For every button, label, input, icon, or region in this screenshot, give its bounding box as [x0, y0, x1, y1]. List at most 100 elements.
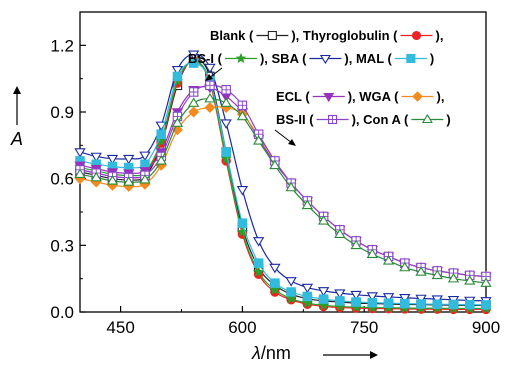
data-point: [155, 135, 167, 146]
x-tick-label: 600: [228, 318, 256, 337]
data-point: [220, 119, 232, 129]
data-point: [432, 299, 443, 309]
data-point: [171, 66, 184, 76]
data-point: [318, 294, 329, 304]
x-tick-label: 900: [472, 318, 500, 337]
data-point: [204, 63, 216, 74]
data-point: [335, 296, 345, 306]
legend-pointer: [274, 129, 293, 144]
data-point: [317, 215, 330, 225]
data-point: [188, 50, 200, 60]
data-point: [382, 255, 395, 265]
series-line: [79, 106, 487, 278]
data-point: [383, 298, 394, 308]
y-axis-arrowhead: [13, 86, 21, 94]
legend-text: ECL (: [276, 89, 310, 104]
data-point: [236, 110, 249, 121]
data-point: [366, 248, 378, 258]
data-point: [253, 266, 265, 277]
data-point: [447, 272, 460, 283]
legend-pointer: [208, 67, 223, 79]
data-point: [237, 218, 248, 228]
x-tick-label: 450: [106, 318, 134, 337]
data-point: [416, 299, 426, 309]
data-point: [269, 283, 281, 295]
y-tick-label: 0.9: [50, 103, 74, 122]
data-point: [465, 299, 475, 310]
legend: Blank (), Thyroglobulin (), BS-I (), SBA …: [188, 28, 451, 146]
data-point-cross: [238, 101, 247, 110]
legend-text: ): [446, 112, 450, 127]
data-point: [156, 129, 166, 139]
legend-text: ),: [437, 89, 445, 104]
data-point: [252, 135, 265, 145]
data-point: [412, 91, 423, 102]
data-point: [400, 298, 410, 309]
data-point: [302, 291, 313, 302]
legend-pointer-head: [205, 74, 213, 81]
data-point: [421, 113, 433, 124]
data-point: [480, 277, 492, 287]
data-point: [74, 168, 86, 178]
data-point: [235, 52, 247, 64]
legend-text: BS-I (: [188, 51, 223, 66]
data-point: [464, 275, 476, 285]
data-point-cross: [328, 115, 337, 124]
data-point: [317, 287, 330, 297]
data-point: [188, 58, 199, 68]
data-point: [106, 175, 119, 185]
x-axis-arrowhead: [370, 351, 378, 359]
data-point: [415, 294, 427, 305]
legend-text: ), MAL (: [344, 51, 392, 66]
data-point: [204, 102, 216, 114]
data-point: [90, 171, 102, 182]
data-point: [481, 300, 491, 310]
data-point: [252, 237, 265, 247]
series-sba: [74, 50, 492, 307]
data-point: [367, 297, 378, 308]
data-point: [319, 54, 331, 65]
legend-pointer-head: [288, 139, 296, 146]
legend-text: Blank (: [210, 28, 254, 43]
x-axis-label: λ/nm: [251, 343, 291, 363]
legend-text: ), Thyroglobulin (: [291, 28, 398, 43]
data-point: [139, 151, 151, 162]
data-point: [236, 226, 248, 237]
data-point: [351, 297, 361, 307]
data-point: [366, 292, 378, 302]
data-point: [431, 269, 443, 280]
data-point: [220, 97, 232, 107]
data-point: [188, 106, 200, 118]
data-point: [123, 154, 135, 165]
data-point: [334, 289, 346, 299]
data-point: [285, 181, 297, 192]
data-point: [406, 53, 416, 64]
data-point: [415, 266, 427, 276]
y-tick-label: 0.3: [50, 236, 74, 255]
data-point-cross: [189, 87, 198, 97]
data-point: [382, 293, 395, 303]
series-layer: [74, 50, 492, 315]
axes: 0.0 0.3 0.6 0.9 1.2 450 600 750 900 Aλ/nm: [10, 11, 500, 363]
series-wga: [74, 102, 492, 282]
data-point: [267, 30, 277, 41]
y-tick-label: 0.0: [50, 303, 74, 322]
data-point-cross: [205, 81, 215, 90]
data-point: [350, 290, 362, 301]
data-point: [171, 117, 184, 127]
data-point: [399, 261, 411, 272]
data-point: [269, 263, 281, 274]
series-con-a: [74, 92, 492, 287]
data-point: [106, 154, 119, 165]
data-point: [172, 71, 183, 82]
data-point: [411, 30, 422, 41]
data-point: [334, 228, 346, 238]
data-point: [204, 92, 216, 103]
data-point: [448, 299, 459, 310]
data-point: [399, 294, 411, 304]
data-point: [285, 292, 297, 304]
data-point: [188, 97, 200, 107]
y-axis-label: A: [10, 129, 23, 149]
legend-text: ),: [436, 28, 444, 43]
